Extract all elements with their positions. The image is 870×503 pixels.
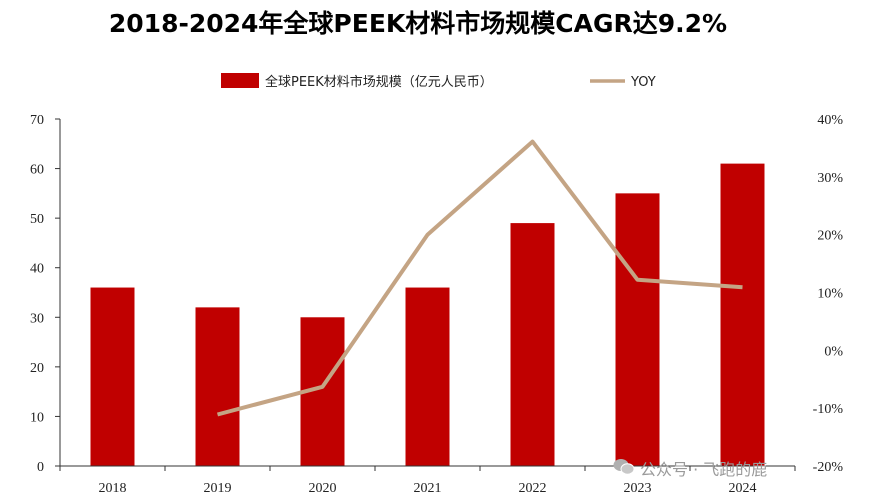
x-tick-label: 2018 — [99, 481, 127, 496]
x-tick-label: 2023 — [624, 481, 652, 496]
wechat-icon — [613, 459, 635, 475]
bar-2018 — [90, 287, 135, 466]
x-tick-label: 2020 — [309, 481, 337, 496]
bar-2024 — [720, 163, 765, 466]
x-axis: 2018 2019 2020 2021 2022 2023 2024 — [59, 465, 796, 496]
bar-2019 — [195, 307, 240, 466]
legend-bar-swatch — [221, 73, 259, 88]
legend-bar-label: 全球PEEK材料市场规模（亿元人民币） — [265, 74, 493, 90]
x-tick-label: 2021 — [414, 481, 442, 496]
left-tick-label: 10 — [30, 410, 44, 425]
left-tick-label: 40 — [30, 262, 44, 277]
yoy-line — [216, 139, 743, 417]
left-tick-label: 20 — [30, 361, 44, 376]
right-tick-label: 10% — [817, 287, 843, 302]
bar-series — [90, 163, 765, 466]
left-tick-label: 0 — [37, 460, 44, 475]
left-tick-label: 30 — [30, 311, 44, 326]
bar-2021 — [405, 287, 450, 466]
bar-2023 — [615, 193, 660, 466]
right-axis: -20% -10% 0% 10% 20% 30% 40% — [813, 113, 844, 475]
watermark: 公众号 · 飞跑的鹿 — [640, 460, 768, 479]
right-tick-label: -10% — [813, 402, 844, 417]
right-tick-label: 30% — [817, 171, 843, 186]
left-tick-label: 50 — [30, 212, 44, 227]
right-tick-label: -20% — [813, 460, 844, 475]
x-tick-label: 2022 — [519, 481, 547, 496]
legend: 全球PEEK材料市场规模（亿元人民币） YOY — [221, 73, 656, 90]
yoy-series — [216, 139, 743, 417]
bar-2022 — [510, 223, 555, 466]
right-tick-label: 20% — [817, 229, 843, 244]
left-tick-label: 70 — [30, 113, 44, 128]
x-tick-label: 2024 — [729, 481, 757, 496]
x-tick-label: 2019 — [204, 481, 232, 496]
chart-title: 2018-2024年全球PEEK材料市场规模CAGR达9.2% — [109, 9, 727, 38]
legend-line-label: YOY — [630, 75, 656, 90]
right-tick-label: 0% — [824, 344, 843, 359]
left-tick-label: 60 — [30, 163, 44, 178]
left-axis: 0 10 20 30 40 50 60 70 — [30, 113, 61, 475]
right-tick-label: 40% — [817, 113, 843, 128]
